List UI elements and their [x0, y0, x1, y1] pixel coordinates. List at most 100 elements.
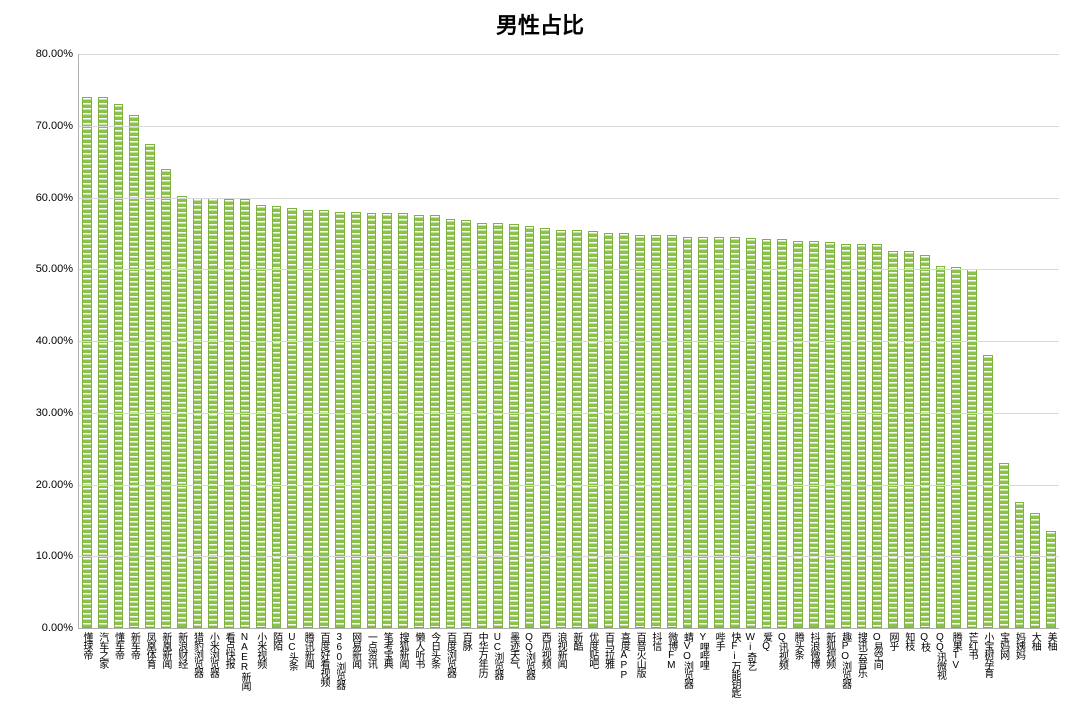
- x-tick-label: 今日头条: [429, 632, 439, 668]
- x-tick-label: 美柚: [1045, 632, 1055, 650]
- bar: [82, 97, 92, 628]
- x-tick-label: O易空间: [871, 632, 881, 669]
- bar: [619, 233, 629, 628]
- x-tick-label: 中华万年历: [476, 632, 486, 677]
- y-tick-label: 20.00%: [3, 479, 79, 491]
- bar: [888, 251, 898, 628]
- y-tick-label: 40.00%: [3, 335, 79, 347]
- x-tick-label: 西瓜视频: [539, 632, 549, 668]
- bar: [999, 463, 1009, 628]
- gridline: [79, 198, 1059, 199]
- x-tick-label: 笔考宝典: [381, 632, 391, 668]
- x-tick-label: 新狐视频: [824, 632, 834, 668]
- bar: [841, 244, 851, 628]
- bar: [904, 251, 914, 628]
- x-tick-label: 腾讯新闻: [302, 632, 312, 668]
- y-tick-label: 10.00%: [3, 550, 79, 562]
- x-tick-label: 汽车之家: [97, 632, 107, 668]
- bar: [1046, 531, 1056, 628]
- bar: [920, 255, 930, 628]
- x-tick-label: 新浪财经: [176, 632, 186, 668]
- bar: [872, 244, 882, 628]
- bar: [667, 235, 677, 628]
- gridline: [79, 54, 1059, 55]
- x-tick-label: 墨迹天气: [508, 632, 518, 668]
- x-tick-label: 哔手: [713, 632, 723, 650]
- y-tick-label: 50.00%: [3, 263, 79, 275]
- x-tick-label: 快Fi万能钥匙: [729, 632, 739, 697]
- bar: [335, 212, 345, 628]
- x-tick-label: 360浏览器: [334, 632, 344, 689]
- x-tick-label: 小米浏览器: [207, 632, 217, 677]
- bar: [556, 230, 566, 628]
- plot-area: 0.00%10.00%20.00%30.00%40.00%50.00%60.00…: [78, 54, 1059, 629]
- bar: [762, 239, 772, 628]
- y-tick-label: 0.00%: [3, 622, 79, 634]
- bar: [793, 241, 803, 628]
- gridline: [79, 485, 1059, 486]
- x-tick-label: 百脉: [460, 632, 470, 650]
- x-tick-label: 小米视频: [255, 632, 265, 668]
- bar: [809, 241, 819, 628]
- bar: [746, 238, 756, 628]
- x-tick-label: 百音火山版: [634, 632, 644, 677]
- x-tick-label: NAER新闻: [239, 632, 249, 690]
- x-tick-label: 新凰新闻: [160, 632, 170, 668]
- x-tick-label: 百马拉雅: [603, 632, 613, 668]
- bar: [477, 223, 487, 628]
- x-tick-label: QQ讯微视: [934, 632, 944, 679]
- x-tick-label: 优度贴吧: [587, 632, 597, 668]
- x-tick-label: 宝妈网: [998, 632, 1008, 659]
- gridline: [79, 341, 1059, 342]
- x-tick-label: UC浏览器: [492, 632, 502, 679]
- x-tick-label: 爱Q: [761, 632, 771, 651]
- bar: [414, 215, 424, 628]
- bar: [651, 235, 661, 628]
- chart-frame: 男性占比 0.00%10.00%20.00%30.00%40.00%50.00%…: [0, 0, 1080, 719]
- bar: [319, 210, 329, 628]
- x-tick-label: 陌陌: [271, 632, 281, 650]
- bar: [857, 244, 867, 628]
- x-tick-label: 腾果TV: [950, 632, 960, 670]
- x-tick-label: 抖浪微博: [808, 632, 818, 668]
- x-tick-label: 网乎: [887, 632, 897, 650]
- x-tick-label: 懂球帝: [81, 632, 91, 659]
- x-tick-label: QQ浏览器: [523, 632, 533, 679]
- bar: [698, 237, 708, 628]
- x-tick-label: 搜讯云音乐: [855, 632, 865, 677]
- bar: [287, 208, 297, 628]
- y-tick-label: 80.00%: [3, 48, 79, 60]
- bar: [588, 231, 598, 628]
- x-tick-label: 大柚: [1029, 632, 1039, 650]
- x-tick-label: 小宝树孕育: [982, 632, 992, 677]
- x-tick-label: 抖信: [650, 632, 660, 650]
- bar: [936, 266, 946, 628]
- bar: [777, 239, 787, 628]
- bar: [129, 115, 139, 628]
- x-tick-label: 腾头条: [792, 632, 802, 659]
- x-tick-label: 喜度APP: [618, 632, 628, 680]
- x-tick-label: Q讯视频: [776, 632, 786, 669]
- x-tick-label: 凤凰体育: [144, 632, 154, 668]
- gridline: [79, 269, 1059, 270]
- bar: [1030, 513, 1040, 628]
- x-tick-label: Q枝: [919, 632, 929, 651]
- bar: [446, 219, 456, 628]
- x-tick-label: 蜻VO浏览器: [682, 632, 692, 688]
- bar: [493, 223, 503, 628]
- x-tick-label: Y哩哔哩: [697, 632, 707, 669]
- bar: [604, 233, 614, 628]
- bar: [367, 213, 377, 628]
- bar: [730, 237, 740, 628]
- x-tick-label: Wi奇艺: [745, 632, 755, 670]
- x-tick-label: 芒红书: [966, 632, 976, 659]
- bar: [382, 213, 392, 628]
- x-tick-label: 猎豹浏览器: [192, 632, 202, 677]
- bar: [825, 242, 835, 628]
- gridline: [79, 413, 1059, 414]
- gridline: [79, 126, 1059, 127]
- bar: [161, 169, 171, 628]
- bar: [114, 104, 124, 628]
- gridline: [79, 556, 1059, 557]
- bar: [951, 267, 961, 628]
